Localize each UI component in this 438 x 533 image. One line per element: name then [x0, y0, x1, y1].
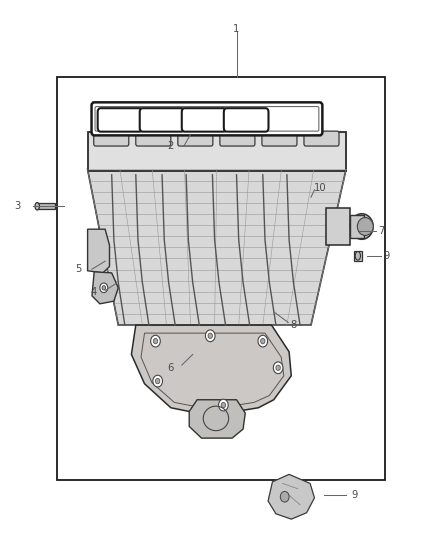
FancyBboxPatch shape	[136, 131, 171, 146]
Ellipse shape	[151, 335, 160, 347]
FancyBboxPatch shape	[304, 131, 339, 146]
Text: 1: 1	[233, 25, 240, 34]
Text: 2: 2	[168, 141, 174, 151]
Ellipse shape	[102, 286, 106, 290]
FancyBboxPatch shape	[92, 102, 322, 135]
Ellipse shape	[35, 203, 39, 210]
FancyBboxPatch shape	[98, 108, 142, 132]
Ellipse shape	[355, 252, 360, 260]
Ellipse shape	[221, 402, 226, 408]
FancyBboxPatch shape	[178, 131, 213, 146]
Ellipse shape	[219, 399, 228, 411]
Text: 5: 5	[75, 264, 81, 274]
Ellipse shape	[280, 491, 289, 502]
FancyBboxPatch shape	[262, 131, 297, 146]
Ellipse shape	[155, 378, 160, 384]
Ellipse shape	[153, 375, 162, 387]
Text: 3: 3	[14, 201, 21, 211]
Ellipse shape	[205, 330, 215, 342]
Ellipse shape	[357, 217, 373, 236]
FancyBboxPatch shape	[94, 131, 129, 146]
Ellipse shape	[100, 283, 108, 293]
Ellipse shape	[153, 338, 158, 344]
Text: 4: 4	[91, 287, 97, 297]
Ellipse shape	[261, 338, 265, 344]
Bar	[354, 251, 362, 261]
Text: 6: 6	[168, 363, 174, 373]
Text: 7: 7	[378, 226, 384, 236]
Bar	[350, 215, 364, 238]
Text: 10: 10	[314, 183, 326, 192]
Polygon shape	[88, 229, 110, 273]
FancyBboxPatch shape	[220, 131, 255, 146]
FancyBboxPatch shape	[140, 108, 184, 132]
Text: 8: 8	[290, 320, 297, 330]
Ellipse shape	[208, 333, 212, 338]
Ellipse shape	[276, 365, 280, 370]
Ellipse shape	[258, 335, 268, 347]
Polygon shape	[326, 208, 350, 245]
Text: 9: 9	[383, 251, 389, 261]
Bar	[57, 77, 385, 480]
Text: 9: 9	[352, 490, 358, 499]
Polygon shape	[131, 325, 291, 416]
Ellipse shape	[350, 214, 373, 239]
FancyBboxPatch shape	[182, 108, 226, 132]
Bar	[37, 203, 55, 209]
Polygon shape	[88, 169, 346, 325]
Polygon shape	[268, 474, 314, 519]
Ellipse shape	[273, 362, 283, 374]
Polygon shape	[88, 132, 346, 171]
Polygon shape	[92, 272, 118, 304]
Polygon shape	[189, 400, 245, 438]
FancyBboxPatch shape	[224, 108, 268, 132]
